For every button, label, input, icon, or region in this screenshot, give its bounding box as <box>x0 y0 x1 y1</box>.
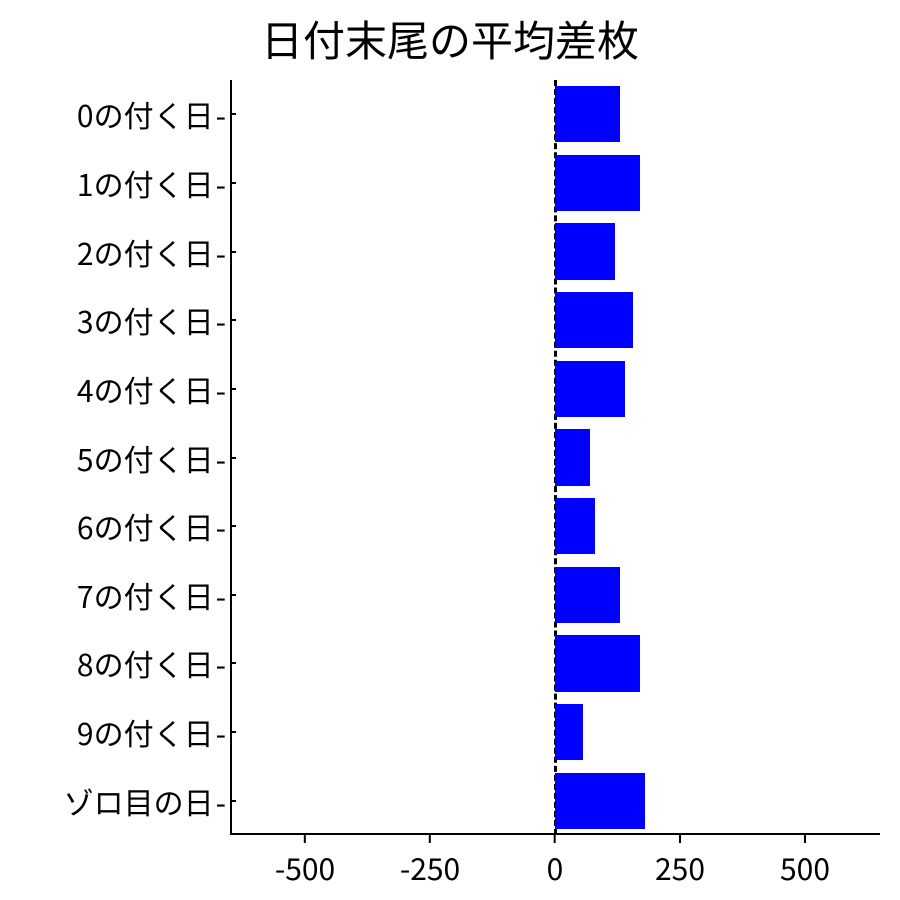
chart-title: 日付末尾の平均差枚 <box>0 8 900 69</box>
bar <box>555 155 640 211</box>
y-tick-mark <box>230 800 236 802</box>
y-tick-mark <box>230 731 236 733</box>
y-tick-mark <box>230 594 236 596</box>
x-tick-label: -500 <box>275 835 335 889</box>
x-tick-mark <box>679 835 681 843</box>
y-tick-dash: - <box>216 436 226 480</box>
bar <box>555 635 640 691</box>
x-tick-label: 250 <box>655 835 705 889</box>
y-tick-mark <box>230 319 236 321</box>
chart-container: 日付末尾の平均差枚 0の付く日-1の付く日-2の付く日-3の付く日-4の付く日-… <box>0 0 900 900</box>
x-tick-text: -250 <box>400 845 460 889</box>
x-tick-label: -250 <box>400 835 460 889</box>
y-tick-dash: - <box>216 779 226 823</box>
x-tick-text: 500 <box>780 845 830 889</box>
y-tick-dash: - <box>216 573 226 617</box>
y-tick-label: ゾロ目の日- <box>64 779 230 823</box>
x-tick-text: 0 <box>547 845 564 889</box>
y-tick-label: 2の付く日- <box>77 230 230 274</box>
x-tick-label: 0 <box>547 835 564 889</box>
x-tick-mark <box>804 835 806 843</box>
plot-area: 0の付く日-1の付く日-2の付く日-3の付く日-4の付く日-5の付く日-6の付く… <box>230 80 880 835</box>
y-tick-label: 1の付く日- <box>77 161 230 205</box>
bar <box>555 86 620 142</box>
y-tick-mark <box>230 525 236 527</box>
x-tick-label: 500 <box>780 835 830 889</box>
bar <box>555 223 615 279</box>
x-tick-mark <box>554 835 556 843</box>
y-tick-label: 9の付く日- <box>77 710 230 754</box>
y-tick-dash: - <box>216 641 226 685</box>
y-tick-dash: - <box>216 298 226 342</box>
y-tick-label: 6の付く日- <box>77 504 230 548</box>
bar <box>555 567 620 623</box>
y-tick-mark <box>230 251 236 253</box>
y-tick-label: 4の付く日- <box>77 367 230 411</box>
y-tick-mark <box>230 182 236 184</box>
y-tick-label: 5の付く日- <box>77 436 230 480</box>
x-tick-mark <box>304 835 306 843</box>
bar <box>555 498 595 554</box>
bar <box>555 361 625 417</box>
bar <box>555 773 645 829</box>
y-tick-label: 0の付く日- <box>77 92 230 136</box>
y-tick-mark <box>230 662 236 664</box>
bar <box>555 429 590 485</box>
y-tick-dash: - <box>216 92 226 136</box>
y-tick-mark <box>230 457 236 459</box>
y-tick-label: 3の付く日- <box>77 298 230 342</box>
y-tick-label: 7の付く日- <box>77 573 230 617</box>
y-tick-label: 8の付く日- <box>77 641 230 685</box>
x-tick-text: -500 <box>275 845 335 889</box>
y-tick-mark <box>230 388 236 390</box>
y-tick-dash: - <box>216 367 226 411</box>
bar <box>555 704 583 760</box>
y-tick-mark <box>230 113 236 115</box>
x-tick-mark <box>429 835 431 843</box>
y-tick-dash: - <box>216 230 226 274</box>
y-tick-dash: - <box>216 504 226 548</box>
bar <box>555 292 633 348</box>
y-tick-dash: - <box>216 710 226 754</box>
y-tick-dash: - <box>216 161 226 205</box>
x-tick-text: 250 <box>655 845 705 889</box>
